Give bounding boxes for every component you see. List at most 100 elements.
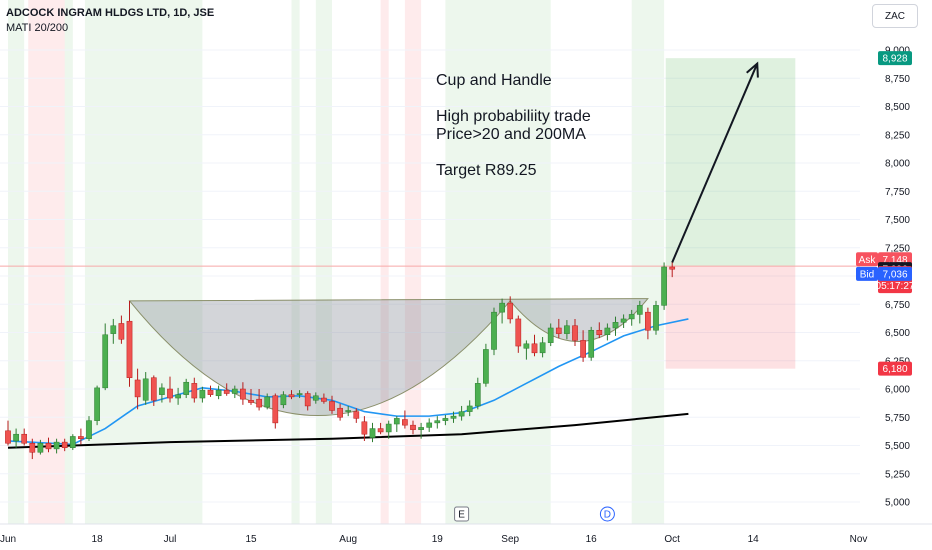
candle-body	[296, 393, 303, 395]
annotation-line-3: Price>20 and 200MA	[436, 126, 586, 143]
candle-body	[588, 329, 595, 358]
annotation-line-2: High probabiliity trade	[436, 108, 591, 125]
price-tick-label: 5,750	[885, 413, 910, 424]
candle-body	[223, 389, 230, 394]
candle-body	[474, 383, 481, 407]
candle-body	[661, 266, 667, 306]
candle-body	[653, 305, 659, 331]
candle-body	[53, 441, 60, 450]
price-tick-label: 7,250	[885, 243, 910, 254]
candle	[507, 296, 514, 324]
price-tags: Ask7,1487,0967,08705:17:27Bid7,0368,9286…	[856, 51, 915, 376]
bid-badge	[856, 266, 878, 281]
session-band	[8, 0, 25, 524]
candle	[442, 414, 449, 426]
candle	[458, 405, 465, 421]
candle	[483, 343, 489, 387]
candle	[13, 428, 19, 448]
candle	[337, 403, 343, 421]
dividend-marker	[599, 506, 615, 522]
candle	[231, 385, 238, 399]
candle	[377, 422, 384, 435]
event-d: D	[599, 506, 615, 522]
candle	[150, 375, 157, 406]
indicator-label[interactable]: MATI 20/200	[6, 22, 69, 34]
price-tick-label: 8,750	[885, 74, 910, 85]
candle-body	[483, 349, 489, 384]
candle	[329, 395, 335, 414]
ask-badge	[856, 252, 878, 267]
ask-price-label: 7,148	[882, 255, 907, 266]
candle	[361, 416, 368, 441]
candle	[653, 300, 659, 335]
candle	[628, 309, 635, 326]
price-tick-label: 6,000	[885, 385, 910, 396]
candle-body	[507, 302, 514, 320]
candle	[588, 326, 595, 361]
symbol-title[interactable]: ADCOCK INGRAM HLDGS LTD, 1D, JSE	[6, 7, 215, 19]
candle-body	[134, 379, 141, 398]
candle-body	[45, 442, 52, 450]
candle	[142, 372, 149, 405]
candle	[159, 383, 165, 403]
candle-body	[126, 320, 133, 378]
bid-price-label: 7,036	[882, 269, 907, 280]
candle	[450, 411, 457, 423]
candle	[5, 420, 11, 446]
time-axis[interactable]: Jun 18 Jul 15 Aug 19 Sep 16 Oct 14 Nov	[0, 523, 932, 545]
time-tick-label: Sep	[501, 534, 519, 545]
candle	[661, 262, 667, 310]
candle-body	[426, 422, 433, 428]
candle-body	[207, 389, 214, 395]
candle	[426, 418, 433, 432]
candle-body	[434, 420, 441, 424]
price-tick-label: 8,250	[885, 130, 910, 141]
candle-body	[564, 325, 570, 334]
currency-button[interactable]: ZAC	[872, 4, 918, 28]
candle	[491, 307, 497, 356]
candle-body	[491, 311, 497, 350]
annotation-title: Cup and Handle	[436, 72, 552, 89]
time-tick-label: 14	[748, 534, 760, 545]
candle-body	[402, 419, 408, 426]
session-band	[291, 0, 300, 524]
session-band	[631, 0, 665, 524]
time-tick-label: Oct	[664, 534, 680, 545]
candle	[393, 416, 400, 432]
time-tick-label: Jul	[164, 534, 177, 545]
candle-body	[150, 377, 157, 401]
candle	[175, 387, 181, 405]
session-band	[84, 0, 203, 524]
candle	[531, 334, 538, 357]
bid-price-box	[878, 266, 912, 281]
candle-body	[555, 327, 562, 334]
candle	[280, 391, 287, 409]
candle	[580, 330, 586, 362]
session-band	[315, 0, 332, 524]
candle-body	[215, 389, 222, 397]
candle	[296, 390, 303, 399]
candle	[110, 318, 117, 344]
candle-body	[110, 325, 117, 334]
candle-body	[385, 423, 392, 433]
time-tick-label: 18	[92, 534, 104, 545]
candle	[604, 323, 611, 341]
candle	[369, 422, 376, 443]
candle	[126, 300, 133, 387]
candle	[53, 438, 60, 454]
candle-body	[37, 442, 44, 453]
arrow-head	[746, 61, 759, 78]
price-tick-label: 7,500	[885, 215, 910, 226]
candle	[86, 416, 92, 441]
candle	[547, 323, 554, 347]
candle	[256, 389, 262, 411]
candle	[466, 400, 473, 417]
candle	[102, 323, 109, 391]
candle	[240, 382, 246, 405]
time-tick-label: Nov	[850, 534, 868, 545]
candle-body	[61, 441, 68, 449]
candle	[134, 368, 141, 410]
candle-body	[118, 323, 125, 340]
candle	[321, 393, 327, 404]
